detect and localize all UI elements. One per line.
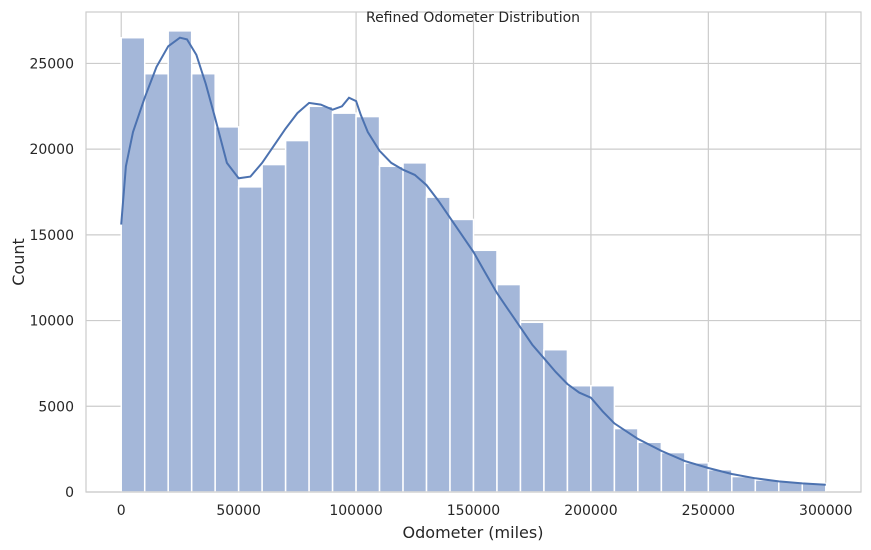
y-tick-label: 25000 — [29, 56, 74, 72]
histogram-bar — [237, 186, 263, 493]
x-axis-title: Odometer (miles) — [403, 523, 544, 542]
histogram-bar — [449, 218, 475, 493]
histogram-bar — [331, 112, 357, 493]
histogram-bar — [261, 163, 287, 493]
kde-curve — [120, 36, 826, 486]
plot-frame — [85, 11, 862, 493]
histogram-bars — [120, 30, 827, 493]
y-tick-label: 0 — [65, 485, 74, 501]
histogram-bar — [425, 196, 451, 493]
x-tick-labels: 0 50000 100000 150000 200000 250000 300000 — [117, 503, 853, 519]
x-tick-label: 250000 — [682, 503, 735, 519]
y-tick-labels: 0 5000 10000 15000 20000 25000 — [29, 56, 74, 501]
histogram-bar — [402, 162, 428, 493]
histogram-bar — [190, 72, 216, 493]
y-axis-title: Count — [9, 238, 28, 286]
histogram-bar — [214, 126, 240, 493]
histogram-bar — [167, 30, 193, 493]
histogram-bar — [613, 427, 639, 493]
x-tick-label: 150000 — [447, 503, 500, 519]
y-tick-label: 20000 — [29, 142, 74, 158]
x-tick-label: 300000 — [799, 503, 852, 519]
histogram-bar — [519, 321, 545, 493]
y-tick-label: 15000 — [29, 228, 74, 244]
x-tick-label: 50000 — [216, 503, 261, 519]
histogram-bar — [566, 384, 592, 493]
histogram-bar — [378, 165, 404, 493]
histogram-bar — [355, 115, 381, 493]
x-tick-label: 0 — [117, 503, 126, 519]
chart-title: Refined Odometer Distribution — [366, 10, 580, 26]
y-tick-label: 10000 — [29, 314, 74, 330]
histogram-bar — [496, 283, 522, 493]
histogram-bar — [284, 139, 310, 493]
histogram-bar — [143, 72, 169, 493]
histogram-bar — [308, 105, 334, 493]
histogram-bar — [731, 475, 757, 493]
x-tick-label: 200000 — [564, 503, 617, 519]
y-tick-label: 5000 — [38, 399, 74, 415]
x-tick-label: 100000 — [329, 503, 382, 519]
